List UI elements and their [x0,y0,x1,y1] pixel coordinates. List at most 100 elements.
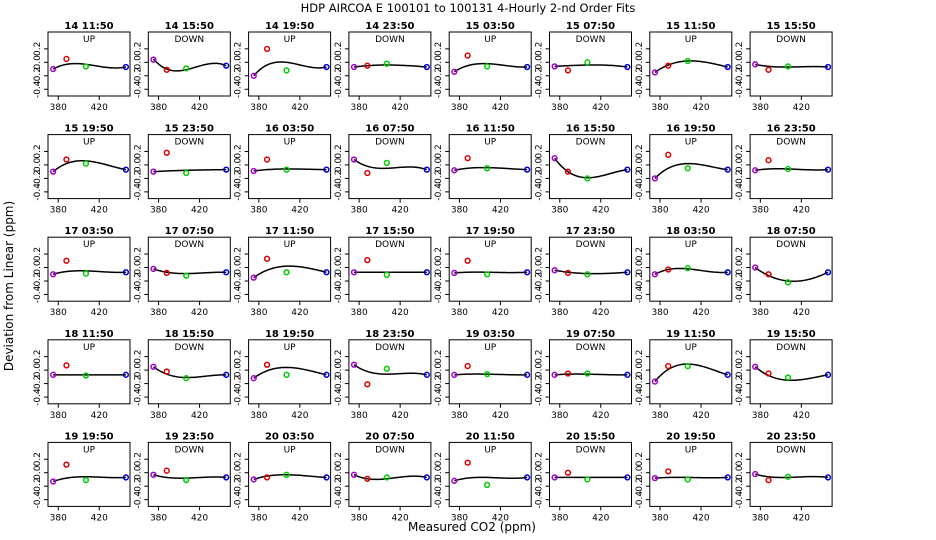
data-point [564,67,572,74]
data-point [651,474,659,482]
panel-direction-label: UP [83,445,96,455]
panel-frame [448,236,532,302]
data-point [183,65,190,72]
y-tick-label: -0.4 [234,80,244,98]
panel-35: 20 03:50 UP 0.20.0-0.2-0.4 380 420 [234,431,332,523]
y-tick-label: -0.4 [434,388,444,406]
y-tick-label: 0.0 [133,363,143,378]
panel-direction-label: DOWN [375,343,405,353]
data-point [564,469,572,476]
data-point [451,477,458,484]
data-point [283,471,290,478]
data-point [564,269,572,277]
data-point [263,361,271,368]
panel-direction-label: DOWN [776,138,806,148]
panel-time-label: 16 15:50 [566,124,615,135]
panel-time-label: 16 11:50 [466,124,515,135]
fit-curve [554,373,628,376]
data-point [564,168,572,175]
data-point [523,166,531,173]
x-tick-label: 420 [692,103,709,113]
data-point [223,62,230,69]
panel-time-label: 20 03:50 [265,431,314,442]
data-point [464,155,471,162]
panel-time-label: 15 11:50 [666,21,715,32]
data-point [163,368,170,375]
data-point [122,474,130,481]
fit-curve [52,62,127,70]
panel-frame [649,31,733,97]
data-point [223,166,230,173]
y-tick-label: 0.0 [234,55,244,70]
y-tick-label: -0.2 [735,375,745,393]
x-tick-label: 420 [91,103,108,113]
panel-time-label: 16 19:50 [666,124,715,135]
y-tick-label: 0.2 [535,42,545,56]
data-point [551,474,558,481]
y-tick-label: -0.4 [334,80,344,98]
y-tick-label: 0.0 [234,157,244,172]
data-point [63,55,70,63]
y-tick-label: 0.2 [133,42,143,56]
fit-curve [353,158,428,171]
y-tick-label: 0.0 [735,55,745,70]
data-point [784,374,792,381]
y-tick-label: 0.0 [535,465,545,480]
y-tick-label: 0.2 [735,42,745,56]
y-tick-label: 0.2 [735,349,745,363]
data-point [584,175,591,182]
panel-frame [348,441,432,507]
x-tick-label: 380 [551,513,568,523]
y-tick-label: -0.2 [234,170,244,188]
y-tick-label: -0.2 [334,477,344,495]
x-tick-label: 380 [551,308,568,318]
data-point [551,155,558,162]
panel-20: 17 15:50 DOWN 0.20.0-0.2-0.4 380 420 [334,226,432,318]
panel-frame [47,134,131,200]
y-tick-label: -0.4 [535,80,545,98]
x-tick-label: 380 [150,206,167,216]
panel-frame [248,134,332,200]
x-tick-label: 420 [191,308,208,318]
data-point [350,63,358,71]
data-point [183,476,190,484]
x-tick-label: 380 [451,411,468,421]
panel-time-label: 14 19:50 [265,21,314,32]
x-tick-label: 380 [250,103,267,113]
y-tick-label: -0.2 [635,477,645,495]
y-tick-label: -0.4 [635,183,645,201]
fit-curve [454,373,528,376]
data-point [163,66,170,73]
panel-frame [749,441,833,507]
x-tick-label: 380 [50,103,67,113]
fit-curve [754,266,829,283]
y-tick-label: 0.2 [234,452,244,466]
y-tick-label: 0.0 [334,55,344,70]
x-tick-label: 420 [592,411,609,421]
panel-28: 18 23:50 DOWN 0.20.0-0.2-0.4 380 420 [334,329,432,421]
fit-curve [253,366,327,379]
y-tick-label: -0.2 [635,67,645,85]
y-tick-label: 0.2 [535,452,545,466]
fit-curve [453,62,528,73]
y-tick-label: 0.2 [33,349,43,363]
panel-time-label: 18 19:50 [265,329,314,340]
panel-time-label: 14 23:50 [365,21,414,32]
panel-frame [147,31,231,97]
panel-2: 14 15:50 DOWN 0.20.0-0.2-0.4 380 420 [133,21,231,113]
y-tick-label: 0.0 [434,363,444,378]
data-point [724,166,731,173]
data-point [283,269,290,276]
y-tick-label: -0.4 [535,388,545,406]
y-tick-label: 0.0 [635,55,645,70]
panel-direction-label: DOWN [576,343,606,353]
panel-frame [649,134,733,200]
x-tick-label: 380 [651,308,668,318]
y-tick-label: 0.0 [635,157,645,172]
data-point [163,467,170,474]
y-tick-label: 0.2 [33,42,43,56]
data-point [423,474,430,481]
fit-curve [52,476,126,483]
data-point [82,476,90,484]
panel-time-label: 17 15:50 [365,226,414,237]
